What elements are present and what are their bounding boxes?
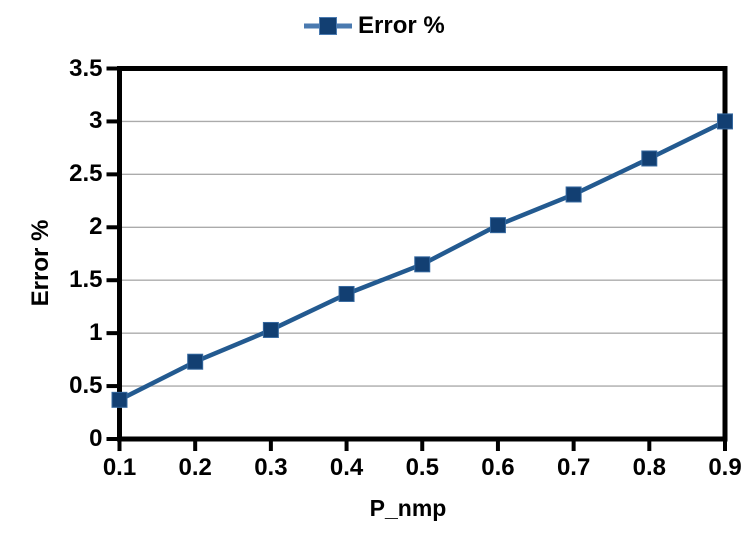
- x-tick-label: 0.5: [405, 454, 439, 481]
- series-point-marker: [111, 391, 128, 408]
- plot-border: [117, 66, 728, 442]
- x-tick-label: 0.8: [632, 454, 666, 481]
- x-tick-label: 0.3: [254, 454, 288, 481]
- legend-label: Error %: [358, 12, 445, 39]
- series-point-marker: [641, 150, 658, 167]
- series-point-marker: [414, 256, 431, 273]
- x-tick-label: 0.7: [556, 454, 591, 481]
- y-tick-label: 1: [89, 319, 103, 347]
- x-tick-label: 0.1: [102, 454, 137, 481]
- legend-series-marker-icon: [304, 17, 352, 35]
- y-tick-label: 1.5: [69, 266, 103, 294]
- x-tick-label: 0.4: [329, 454, 364, 481]
- y-tick-label: 2.5: [69, 160, 103, 188]
- series-point-marker: [565, 186, 582, 203]
- y-tick-label: 2: [89, 213, 103, 241]
- legend: Error %: [304, 12, 445, 40]
- x-tick-label: 0.9: [708, 454, 742, 481]
- x-axis-title: P_nmp: [369, 495, 447, 521]
- series-point-marker: [717, 113, 733, 130]
- series-point-marker: [187, 353, 204, 370]
- y-tick-label: 0.5: [69, 372, 103, 400]
- y-tick-label: 3: [89, 107, 103, 135]
- x-tick-label: 0.6: [481, 454, 515, 481]
- x-tick-label: 0.2: [178, 454, 212, 481]
- series-point-marker: [338, 285, 355, 302]
- legend-square-marker: [319, 17, 337, 35]
- series-point-marker: [489, 217, 506, 234]
- y-tick-label: 0: [89, 425, 103, 452]
- y-tick-label: 3.5: [69, 54, 103, 82]
- series-point-marker: [262, 321, 279, 338]
